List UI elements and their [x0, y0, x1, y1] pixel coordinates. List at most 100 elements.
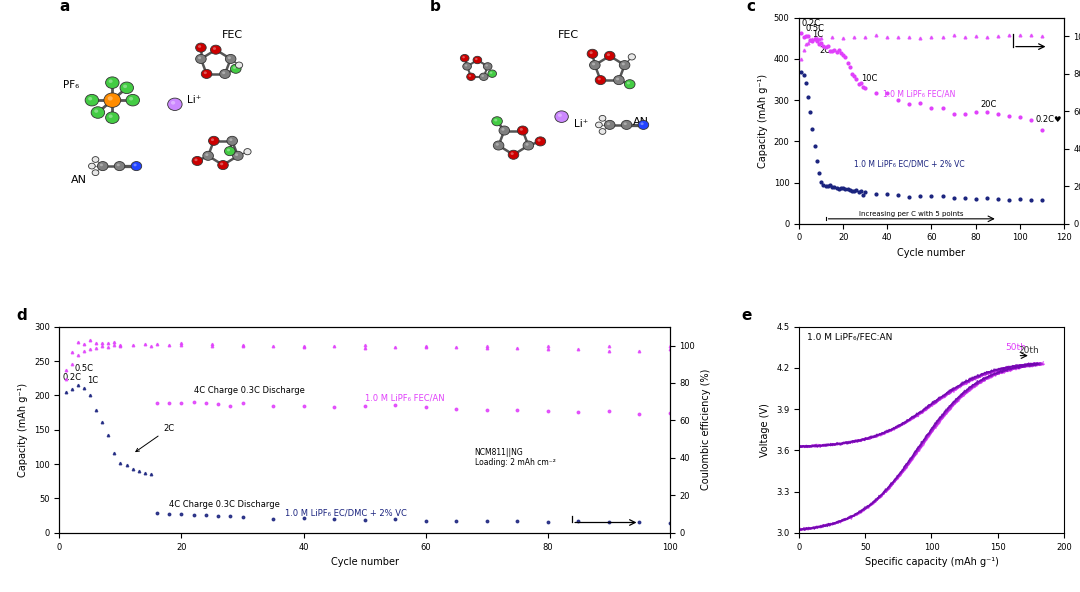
- Circle shape: [226, 54, 235, 63]
- Text: b: b: [429, 0, 441, 14]
- Text: 0.5C: 0.5C: [806, 24, 825, 33]
- Circle shape: [482, 75, 484, 77]
- Circle shape: [204, 72, 207, 74]
- Circle shape: [99, 163, 103, 166]
- Circle shape: [219, 69, 230, 79]
- Circle shape: [491, 117, 502, 126]
- Y-axis label: Coulombic efficiency (%): Coulombic efficiency (%): [701, 369, 711, 491]
- Text: FEC: FEC: [222, 30, 243, 40]
- Circle shape: [621, 120, 632, 130]
- Circle shape: [535, 137, 545, 146]
- Circle shape: [233, 66, 237, 69]
- Circle shape: [605, 120, 615, 130]
- Circle shape: [130, 97, 133, 101]
- Circle shape: [89, 97, 92, 101]
- Circle shape: [94, 110, 98, 113]
- Circle shape: [131, 162, 141, 170]
- Text: a: a: [59, 0, 70, 14]
- X-axis label: Specific capacity (mAh g⁻¹): Specific capacity (mAh g⁻¹): [864, 557, 998, 567]
- Circle shape: [464, 65, 468, 66]
- Circle shape: [511, 152, 514, 155]
- Circle shape: [623, 123, 626, 125]
- Circle shape: [558, 114, 562, 117]
- Text: d: d: [16, 308, 27, 323]
- Circle shape: [469, 75, 471, 77]
- Text: 20C: 20C: [980, 100, 997, 110]
- Circle shape: [588, 49, 597, 59]
- Circle shape: [126, 94, 139, 106]
- Circle shape: [91, 107, 105, 118]
- Y-axis label: Capacity (mAh g⁻¹): Capacity (mAh g⁻¹): [758, 74, 768, 168]
- Text: Increasing per C with 5 points: Increasing per C with 5 points: [860, 211, 963, 217]
- Circle shape: [211, 45, 221, 54]
- Circle shape: [220, 163, 224, 165]
- Circle shape: [218, 160, 228, 169]
- Circle shape: [227, 136, 238, 146]
- Text: 0.2C: 0.2C: [63, 374, 81, 382]
- Circle shape: [590, 60, 600, 70]
- Circle shape: [244, 149, 252, 155]
- Circle shape: [108, 96, 112, 101]
- Circle shape: [523, 141, 534, 150]
- Circle shape: [192, 156, 203, 166]
- Text: NCM811||NG
Loading: 2 mAh cm⁻²: NCM811||NG Loading: 2 mAh cm⁻²: [474, 448, 555, 467]
- Circle shape: [607, 53, 610, 56]
- Circle shape: [629, 54, 635, 60]
- Circle shape: [109, 79, 112, 83]
- Circle shape: [92, 157, 99, 162]
- Text: 1.0 M LiPF₆ EC/DMC + 2% VC: 1.0 M LiPF₆ EC/DMC + 2% VC: [285, 509, 407, 517]
- Circle shape: [171, 101, 175, 105]
- Circle shape: [229, 139, 232, 141]
- Text: AN: AN: [70, 175, 86, 185]
- Circle shape: [211, 139, 214, 141]
- Text: 4C Charge 0.3C Discharge: 4C Charge 0.3C Discharge: [170, 500, 280, 509]
- Circle shape: [490, 72, 492, 74]
- Text: 1C: 1C: [86, 376, 98, 385]
- Circle shape: [106, 77, 119, 88]
- Circle shape: [595, 122, 603, 128]
- X-axis label: Cycle number: Cycle number: [330, 557, 399, 567]
- Circle shape: [485, 65, 488, 66]
- Circle shape: [167, 98, 183, 111]
- Text: c: c: [746, 0, 755, 14]
- Circle shape: [538, 139, 541, 141]
- Circle shape: [626, 82, 630, 85]
- Circle shape: [123, 85, 127, 88]
- Circle shape: [235, 62, 243, 68]
- Circle shape: [198, 56, 201, 59]
- Circle shape: [605, 52, 615, 60]
- Text: 1.0 M LiPF₆ FEC/AN: 1.0 M LiPF₆ FEC/AN: [883, 89, 956, 98]
- Circle shape: [92, 170, 99, 176]
- Circle shape: [97, 162, 108, 170]
- Circle shape: [198, 45, 201, 48]
- Circle shape: [225, 147, 235, 156]
- Circle shape: [488, 70, 497, 78]
- Text: 1.0 M LiPF₆ FEC/AN: 1.0 M LiPF₆ FEC/AN: [365, 394, 444, 403]
- Circle shape: [496, 143, 499, 146]
- Circle shape: [195, 54, 206, 63]
- Circle shape: [624, 80, 635, 89]
- Text: 20th: 20th: [1018, 346, 1040, 355]
- Circle shape: [555, 111, 568, 123]
- Circle shape: [622, 63, 625, 65]
- Circle shape: [597, 78, 600, 81]
- X-axis label: Cycle number: Cycle number: [897, 248, 966, 258]
- Circle shape: [619, 60, 630, 70]
- Circle shape: [104, 93, 121, 107]
- Text: Li⁺: Li⁺: [187, 95, 201, 105]
- Circle shape: [89, 163, 95, 169]
- Circle shape: [117, 163, 120, 166]
- Circle shape: [462, 63, 472, 70]
- Circle shape: [120, 82, 134, 94]
- Circle shape: [134, 163, 137, 166]
- Circle shape: [208, 136, 219, 146]
- Circle shape: [228, 56, 231, 59]
- Circle shape: [590, 52, 593, 54]
- Circle shape: [495, 119, 497, 121]
- Text: 0.2C: 0.2C: [801, 19, 821, 28]
- Text: Li⁺: Li⁺: [573, 119, 588, 129]
- Text: 4C Charge 0.3C Discharge: 4C Charge 0.3C Discharge: [193, 387, 305, 395]
- Circle shape: [195, 43, 206, 52]
- Circle shape: [205, 153, 208, 156]
- Circle shape: [613, 76, 624, 85]
